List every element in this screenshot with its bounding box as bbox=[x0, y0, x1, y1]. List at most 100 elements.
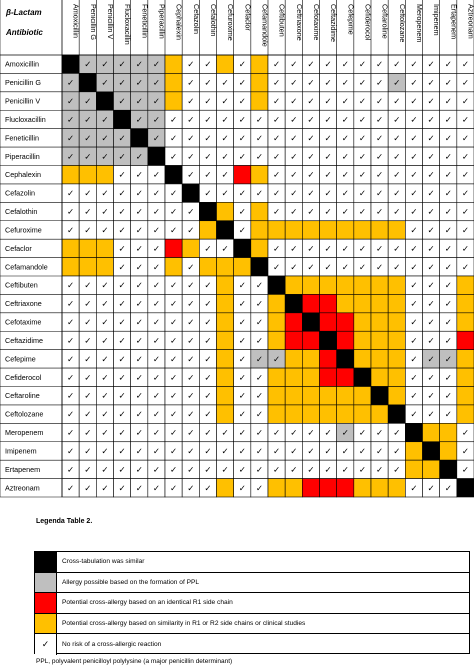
check-mark: ✓ bbox=[256, 336, 263, 346]
check-mark: ✓ bbox=[204, 134, 211, 144]
matrix-cell bbox=[336, 294, 355, 314]
matrix-cell bbox=[233, 257, 252, 277]
check-mark: ✓ bbox=[290, 115, 297, 125]
check-mark: ✓ bbox=[307, 429, 314, 439]
check-mark: ✓ bbox=[445, 189, 452, 199]
check-mark: ✓ bbox=[136, 189, 143, 199]
column-header: Cefaclor bbox=[243, 4, 252, 31]
check-mark: ✓ bbox=[119, 226, 126, 236]
check-mark: ✓ bbox=[101, 410, 108, 420]
check-mark: ✓ bbox=[462, 60, 469, 70]
check-mark: ✓ bbox=[119, 189, 126, 199]
matrix-cell bbox=[284, 386, 303, 406]
matrix-cell bbox=[302, 478, 320, 498]
column-header: Ceftaroline bbox=[381, 4, 390, 39]
check-mark: ✓ bbox=[119, 97, 126, 107]
matrix-cell bbox=[216, 54, 234, 74]
check-mark: ✓ bbox=[410, 152, 417, 162]
check-mark: ✓ bbox=[410, 115, 417, 125]
check-mark: ✓ bbox=[239, 281, 246, 291]
matrix-cell bbox=[61, 165, 80, 185]
check-mark: ✓ bbox=[204, 392, 211, 402]
check-mark: ✓ bbox=[84, 226, 91, 236]
check-mark: ✓ bbox=[462, 115, 469, 125]
matrix-cell bbox=[199, 202, 217, 222]
check-mark: ✓ bbox=[204, 300, 211, 310]
check-mark: ✓ bbox=[273, 189, 280, 199]
legend-table: Cross-tabulation was similar Allergy poss… bbox=[34, 551, 470, 655]
column-header: Meropenem bbox=[415, 4, 424, 42]
check-mark: ✓ bbox=[393, 263, 400, 273]
check-mark: ✓ bbox=[325, 79, 332, 89]
check-mark: ✓ bbox=[428, 244, 435, 254]
check-mark: ✓ bbox=[428, 318, 435, 328]
check-mark: ✓ bbox=[410, 392, 417, 402]
check-mark: ✓ bbox=[428, 355, 435, 365]
check-mark: ✓ bbox=[136, 410, 143, 420]
legend-swatch: ✓ bbox=[35, 634, 57, 655]
matrix-cell bbox=[216, 330, 234, 350]
legend-text: Allergy possible based on the formation … bbox=[62, 578, 200, 586]
check-mark: ✓ bbox=[393, 79, 400, 89]
check-mark: ✓ bbox=[119, 336, 126, 346]
check-mark: ✓ bbox=[84, 134, 91, 144]
check-mark: ✓ bbox=[119, 355, 126, 365]
check-mark: ✓ bbox=[239, 208, 246, 218]
row-header: Meropenem bbox=[5, 428, 43, 437]
check-mark: ✓ bbox=[239, 60, 246, 70]
row-header: Cefaclor bbox=[5, 244, 32, 253]
check-mark: ✓ bbox=[325, 134, 332, 144]
check-mark: ✓ bbox=[273, 134, 280, 144]
check-mark: ✓ bbox=[153, 244, 160, 254]
matrix-cell bbox=[164, 165, 183, 185]
check-mark: ✓ bbox=[290, 465, 297, 475]
check-mark: ✓ bbox=[101, 447, 108, 457]
check-mark: ✓ bbox=[187, 79, 194, 89]
check-mark: ✓ bbox=[101, 79, 108, 89]
check-mark: ✓ bbox=[136, 484, 143, 494]
check-mark: ✓ bbox=[101, 115, 108, 125]
check-mark: ✓ bbox=[153, 171, 160, 181]
check-mark: ✓ bbox=[462, 244, 469, 254]
check-mark: ✓ bbox=[153, 60, 160, 70]
check-mark: ✓ bbox=[428, 300, 435, 310]
check-mark: ✓ bbox=[119, 447, 126, 457]
check-mark: ✓ bbox=[462, 171, 469, 181]
legend-text: Cross-tabulation was similar bbox=[62, 558, 145, 566]
check-mark: ✓ bbox=[410, 300, 417, 310]
check-mark: ✓ bbox=[136, 281, 143, 291]
check-mark: ✓ bbox=[153, 208, 160, 218]
matrix-cell bbox=[164, 257, 183, 277]
matrix-cell bbox=[250, 73, 269, 93]
check-mark: ✓ bbox=[462, 447, 469, 457]
matrix-cell bbox=[302, 330, 320, 350]
check-mark: ✓ bbox=[445, 392, 452, 402]
column-header: Piperacillin bbox=[157, 4, 166, 39]
matrix-cell bbox=[216, 404, 234, 424]
row-header: Ceftaroline bbox=[5, 391, 40, 400]
matrix-cell bbox=[319, 220, 337, 240]
check-mark: ✓ bbox=[101, 208, 108, 218]
check-mark: ✓ bbox=[393, 465, 400, 475]
check-mark: ✓ bbox=[153, 281, 160, 291]
check-mark: ✓ bbox=[342, 60, 349, 70]
check-mark: ✓ bbox=[462, 97, 469, 107]
check-mark: ✓ bbox=[290, 244, 297, 254]
check-mark: ✓ bbox=[410, 355, 417, 365]
matrix-cell bbox=[250, 220, 269, 240]
matrix-cell bbox=[439, 441, 458, 461]
check-mark: ✓ bbox=[462, 134, 469, 144]
check-mark: ✓ bbox=[67, 300, 74, 310]
matrix-cell bbox=[61, 257, 80, 277]
matrix-cell bbox=[387, 220, 406, 240]
check-mark: ✓ bbox=[342, 152, 349, 162]
matrix-cell bbox=[216, 294, 234, 314]
check-mark: ✓ bbox=[67, 373, 74, 383]
matrix-cell bbox=[199, 220, 217, 240]
row-header: Cefotaxime bbox=[5, 318, 41, 327]
check-mark: ✓ bbox=[67, 465, 74, 475]
matrix-cell bbox=[319, 478, 337, 498]
matrix-cell bbox=[164, 91, 183, 111]
matrix-cell bbox=[422, 441, 440, 461]
check-mark: ✓ bbox=[222, 171, 229, 181]
